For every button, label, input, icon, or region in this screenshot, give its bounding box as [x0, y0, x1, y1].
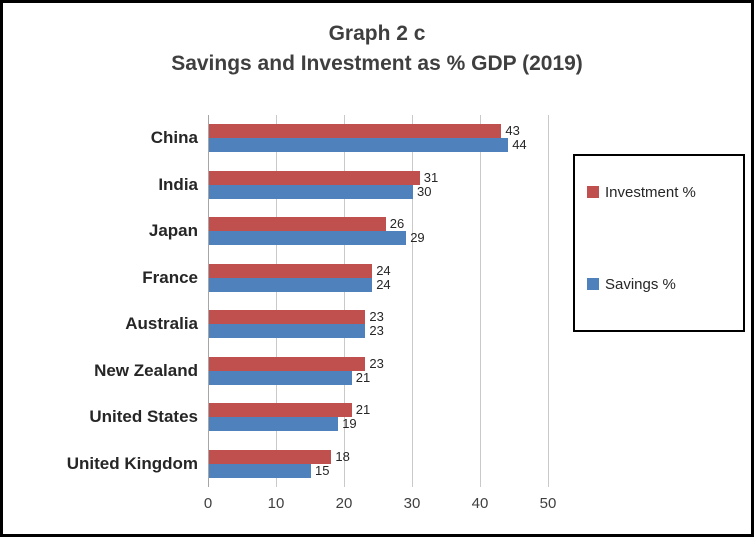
- category-label-new-zealand: New Zealand: [94, 360, 198, 380]
- legend-swatch-savings-icon: [587, 278, 599, 290]
- category-label-china: China: [150, 128, 198, 147]
- value-label-investment-australia: 23: [369, 309, 384, 325]
- gridline-20: [344, 115, 345, 487]
- value-label-savings-australia: 23: [369, 323, 384, 339]
- x-tick-label-20: 20: [335, 495, 353, 512]
- bar-savings-united-states: [209, 417, 339, 432]
- gridline-10: [276, 115, 277, 487]
- bar-savings-france: [209, 277, 373, 292]
- value-label-savings-new-zealand: 21: [355, 369, 371, 385]
- value-label-savings-france: 24: [376, 276, 391, 292]
- bar-investment-united-kingdom: [209, 449, 332, 464]
- value-label-savings-united-kingdom: 15: [315, 462, 330, 478]
- chart-title-line1: Graph 2 c: [328, 22, 426, 45]
- value-label-investment-china: 43: [505, 123, 520, 139]
- legend-entry-savings: Savings %: [587, 275, 676, 293]
- bar-savings-china: [209, 138, 509, 153]
- chart-title: Graph 2 c Savings and Investment as % GD…: [3, 19, 751, 79]
- category-axis: China India Japan France Australia New Zealan…: [11, 115, 198, 487]
- gridline-50: [548, 115, 549, 487]
- bar-savings-australia: [209, 324, 366, 339]
- x-tick-label-0: 0: [203, 495, 213, 512]
- legend: Investment % Savings %: [573, 154, 745, 332]
- value-label-investment-japan: 26: [389, 216, 405, 232]
- category-label-australia: Australia: [125, 314, 198, 333]
- chart-title-line2: Savings and Investment as % GDP (2019): [171, 52, 583, 75]
- x-tick-label-30: 30: [403, 495, 421, 512]
- value-label-investment-united-states: 21: [355, 402, 371, 418]
- bar-savings-united-kingdom: [209, 463, 311, 478]
- plot-area: 43 44 31 30 26 29 24 24 23 23 23 21 21 19 18 15: [208, 115, 549, 487]
- value-label-investment-united-kingdom: 18: [335, 448, 350, 464]
- x-tick-label-40: 40: [471, 495, 489, 512]
- legend-label-savings: Savings %: [605, 275, 676, 293]
- category-label-united-kingdom: United Kingdom: [66, 453, 198, 473]
- x-tick-label-50: 50: [539, 495, 557, 512]
- bar-investment-japan: [209, 217, 386, 232]
- bar-investment-new-zealand: [209, 356, 366, 371]
- bar-savings-japan: [209, 231, 407, 246]
- gridline-0: [208, 115, 209, 487]
- gridline-30: [412, 115, 413, 487]
- bar-savings-india: [209, 184, 413, 199]
- value-label-investment-france: 24: [376, 262, 391, 278]
- category-label-united-states: United States: [89, 407, 198, 426]
- legend-label-investment: Investment %: [605, 183, 696, 201]
- value-label-savings-india: 30: [417, 183, 432, 199]
- x-tick-label-10: 10: [267, 495, 285, 512]
- category-label-india: India: [158, 174, 198, 194]
- legend-swatch-investment-icon: [587, 186, 599, 198]
- category-label-france: France: [142, 267, 198, 287]
- bar-savings-new-zealand: [209, 370, 352, 385]
- value-label-investment-new-zealand: 23: [369, 355, 384, 371]
- category-label-japan: Japan: [148, 221, 198, 240]
- x-axis: 0 10 20 30 40 50: [204, 495, 557, 515]
- legend-entry-investment: Investment %: [587, 183, 696, 201]
- bar-investment-china: [209, 124, 502, 139]
- bar-investment-australia: [209, 310, 366, 325]
- bar-investment-united-states: [209, 403, 352, 418]
- value-label-savings-japan: 29: [410, 230, 425, 246]
- gridline-40: [480, 115, 481, 487]
- value-label-investment-india: 31: [423, 169, 439, 185]
- bar-investment-france: [209, 263, 373, 278]
- value-label-savings-china: 44: [512, 137, 527, 153]
- value-label-savings-united-states: 19: [342, 416, 357, 432]
- bar-investment-india: [209, 170, 420, 185]
